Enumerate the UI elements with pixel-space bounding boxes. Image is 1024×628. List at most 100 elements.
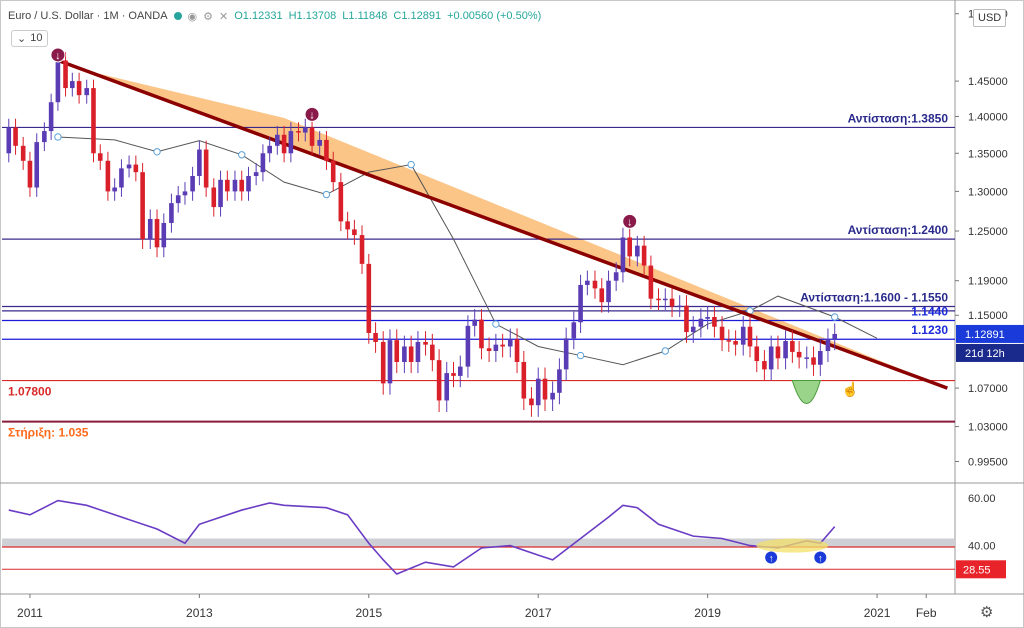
gear-icon[interactable]: ⚙ — [980, 604, 994, 621]
oscillator-highlight — [756, 538, 829, 553]
oscillator-line — [8, 499, 836, 575]
candle — [20, 145, 26, 161]
last-price-badge-label: 1.12891 — [965, 329, 1005, 341]
candle — [330, 160, 336, 183]
resistance-1.2400-label: Αντίσταση:1.2400 — [848, 223, 949, 237]
down-arrow-icon: ↓ — [627, 216, 633, 228]
candle — [119, 168, 124, 188]
candle — [154, 218, 160, 248]
oscillator-band — [2, 538, 955, 548]
chevron-down-icon[interactable]: ⌄ — [17, 33, 27, 45]
candle — [211, 187, 217, 208]
ma-anchor-point — [54, 133, 62, 141]
candle — [620, 237, 626, 273]
eye-icon[interactable]: ◉ — [187, 10, 198, 23]
symbol-legend: Euro / U.S. Dollar · 1M · OANDA ◉ ⚙ ✕ O1… — [8, 7, 541, 25]
ma-anchor-point — [238, 151, 246, 159]
candle — [309, 127, 315, 146]
candle — [613, 272, 619, 281]
time-tick-label: 2013 — [186, 606, 213, 620]
price-tick-label: 1.07000 — [968, 383, 1008, 395]
market-status-icon — [173, 12, 182, 20]
resistance-1.1600-label: Αντίσταση:1.1600 - 1.1550 — [800, 291, 948, 305]
candle — [733, 341, 738, 345]
low-value: L1.11848 — [342, 10, 388, 22]
time-tick-label: Feb — [916, 606, 937, 620]
gear-icon[interactable]: ⚙ — [203, 10, 214, 23]
countdown-badge-label: 21d 12h — [965, 348, 1005, 360]
candle — [239, 179, 245, 192]
down-arrow-marker — [622, 213, 638, 229]
candle — [790, 341, 795, 352]
price-tick-label: 1.03000 — [968, 422, 1008, 434]
currency-button[interactable]: USD — [973, 9, 1007, 27]
candle — [578, 284, 583, 323]
candle — [190, 175, 195, 192]
candle — [387, 340, 393, 384]
candle — [218, 179, 223, 208]
candle — [818, 351, 823, 365]
symbol-title[interactable]: Euro / U.S. Dollar · 1M · OANDA — [8, 10, 168, 22]
candle — [550, 392, 555, 400]
candle — [451, 373, 456, 376]
close-icon[interactable]: ✕ — [219, 10, 229, 23]
time-tick-label: 2021 — [864, 606, 891, 620]
candle — [542, 378, 548, 400]
price-tick-label: 1.35000 — [968, 148, 1008, 160]
candle — [762, 361, 767, 370]
candle — [225, 179, 230, 192]
price-tick-label: 0.99500 — [968, 456, 1008, 468]
study-chip[interactable]: ⌄ 10 — [11, 30, 49, 47]
candle — [430, 344, 435, 361]
candle — [366, 263, 372, 333]
price-tick-label: 1.40000 — [968, 112, 1008, 124]
candle — [669, 298, 675, 307]
ma-anchor-point — [492, 320, 500, 328]
candle — [635, 245, 640, 257]
candle — [48, 102, 54, 132]
down-arrow-marker — [304, 106, 320, 122]
candle — [13, 127, 18, 146]
candle — [281, 134, 287, 154]
candle — [606, 280, 611, 303]
countdown-badge — [956, 343, 1024, 362]
candle — [521, 361, 527, 399]
candle — [747, 326, 753, 347]
down-arrow-marker — [50, 47, 66, 63]
candle — [296, 131, 301, 133]
candle — [444, 373, 450, 401]
hand-cursor-icon: ☝ — [841, 380, 858, 398]
candle — [232, 179, 238, 192]
candle — [260, 153, 266, 173]
candle — [662, 298, 668, 301]
candle — [126, 164, 132, 169]
candle — [91, 88, 96, 154]
candle — [705, 317, 710, 319]
candle — [493, 344, 499, 352]
candle — [690, 326, 696, 333]
candle — [76, 81, 82, 96]
ma-anchor-point — [661, 347, 669, 355]
last-price-badge — [956, 324, 1024, 343]
candle — [317, 139, 322, 146]
oscillator-tick-label: 40.00 — [968, 541, 996, 553]
oscillator-value-badge — [956, 560, 1006, 579]
candle — [719, 326, 725, 341]
candle — [698, 318, 704, 327]
price-tick-label: 1.15000 — [968, 310, 1008, 322]
candle — [641, 245, 647, 266]
candle — [112, 187, 117, 192]
candle — [436, 360, 442, 401]
up-arrow-icon: ↑ — [818, 553, 823, 564]
candle — [754, 346, 760, 362]
candle — [423, 341, 428, 345]
candle — [133, 164, 139, 173]
candle — [373, 332, 378, 342]
candle — [726, 340, 732, 342]
candle — [415, 341, 421, 362]
candle — [147, 218, 153, 240]
up-arrow-marker — [814, 551, 827, 564]
candle — [507, 339, 513, 347]
